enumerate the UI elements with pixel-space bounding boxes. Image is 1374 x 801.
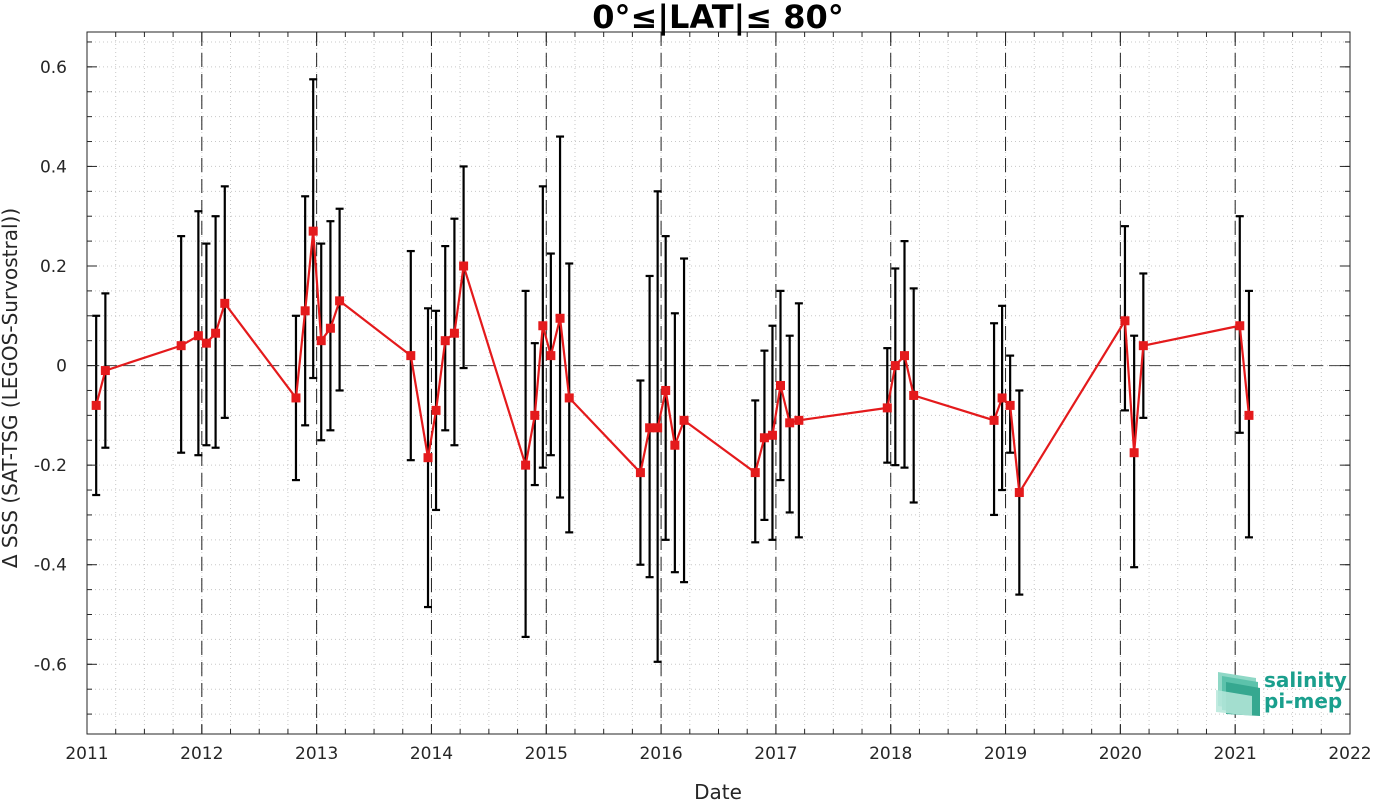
data-point-marker bbox=[291, 393, 301, 403]
x-tick-label: 2014 bbox=[410, 744, 453, 764]
x-tick-label: 2022 bbox=[1328, 744, 1371, 764]
data-point-marker bbox=[91, 400, 101, 410]
data-point-marker bbox=[909, 390, 919, 400]
data-point-marker bbox=[100, 366, 110, 376]
error-bars bbox=[92, 78, 1253, 663]
y-tick-labels: -0.6 -0.4 -0.2 0 0.2 0.4 0.6 bbox=[34, 58, 67, 675]
salinity-pi-mep-logo: salinity pi-mep bbox=[1216, 668, 1347, 716]
y-tick-label: 0 bbox=[56, 357, 67, 377]
logo-line2: pi-mep bbox=[1264, 689, 1342, 713]
logo-line1: salinity bbox=[1264, 668, 1347, 692]
chart-title: 0°≤|LAT|≤ 80° bbox=[592, 0, 843, 37]
x-tick-label: 2017 bbox=[754, 744, 797, 764]
data-point-marker bbox=[1005, 400, 1015, 410]
data-point-marker bbox=[645, 423, 655, 433]
y-tick-label: 0.6 bbox=[40, 58, 67, 78]
x-tick-label: 2015 bbox=[525, 744, 568, 764]
series-line bbox=[95, 231, 1251, 496]
x-tick-label: 2012 bbox=[180, 744, 223, 764]
data-point-marker bbox=[1235, 321, 1245, 331]
data-point-marker bbox=[300, 306, 310, 316]
data-point-marker bbox=[679, 415, 689, 425]
data-point-marker bbox=[459, 261, 469, 271]
data-point-marker bbox=[635, 468, 645, 478]
y-tick-label: 0.4 bbox=[40, 157, 67, 177]
data-point-marker bbox=[1138, 341, 1148, 351]
data-point-marker bbox=[997, 393, 1007, 403]
data-point-marker bbox=[750, 468, 760, 478]
x-axis-label: Date bbox=[694, 780, 742, 801]
data-point-marker bbox=[767, 430, 777, 440]
data-point-marker bbox=[193, 331, 203, 341]
data-point-marker bbox=[900, 351, 910, 361]
data-point-marker bbox=[530, 410, 540, 420]
x-tick-label: 2019 bbox=[984, 744, 1027, 764]
data-point-marker bbox=[1120, 316, 1130, 326]
x-tick-label: 2018 bbox=[869, 744, 912, 764]
data-point-marker bbox=[325, 323, 335, 333]
data-point-marker bbox=[538, 321, 548, 331]
data-point-marker bbox=[882, 403, 892, 413]
series-markers bbox=[91, 226, 1254, 498]
data-point-marker bbox=[220, 298, 230, 308]
data-point-marker bbox=[335, 296, 345, 306]
data-point-marker bbox=[670, 440, 680, 450]
data-point-marker bbox=[653, 423, 663, 433]
data-point-marker bbox=[308, 226, 318, 236]
logo-waves-icon bbox=[1216, 672, 1260, 716]
axis-ticks bbox=[86, 32, 1351, 734]
data-point-marker bbox=[316, 336, 326, 346]
x-tick-label: 2020 bbox=[1099, 744, 1142, 764]
x-tick-label: 2013 bbox=[295, 744, 338, 764]
data-point-marker bbox=[1244, 410, 1254, 420]
data-point-marker bbox=[440, 336, 450, 346]
x-tick-label: 2021 bbox=[1214, 744, 1257, 764]
data-point-marker bbox=[406, 351, 416, 361]
data-point-marker bbox=[564, 393, 574, 403]
data-point-marker bbox=[211, 328, 221, 338]
x-tick-label: 2011 bbox=[65, 744, 108, 764]
y-tick-label: -0.6 bbox=[34, 655, 67, 675]
data-point-marker bbox=[785, 418, 795, 428]
y-tick-label: 0.2 bbox=[40, 257, 67, 277]
data-point-marker bbox=[201, 338, 211, 348]
y-tick-label: -0.4 bbox=[34, 556, 67, 576]
data-point-marker bbox=[661, 385, 671, 395]
data-point-marker bbox=[794, 415, 804, 425]
data-point-marker bbox=[423, 453, 433, 463]
data-point-marker bbox=[431, 405, 441, 415]
data-point-marker bbox=[1014, 488, 1024, 498]
data-point-marker bbox=[989, 415, 999, 425]
y-axis-label: Δ SSS (SAT-TSG (LEGOS-Survostral)) bbox=[0, 208, 22, 568]
y-tick-label: -0.2 bbox=[34, 456, 67, 476]
data-point-marker bbox=[555, 313, 565, 323]
year-separators bbox=[201, 32, 1236, 734]
data-point-marker bbox=[176, 341, 186, 351]
data-point-marker bbox=[759, 433, 769, 443]
data-point-marker bbox=[1129, 448, 1139, 458]
x-tick-label: 2016 bbox=[639, 744, 682, 764]
data-point-marker bbox=[449, 328, 459, 338]
x-tick-labels: 2011 2012 2013 2014 2015 2016 2017 2018 2019 2020… bbox=[65, 744, 1371, 764]
data-point-marker bbox=[546, 351, 556, 361]
data-point-marker bbox=[521, 460, 531, 470]
data-point-marker bbox=[776, 380, 786, 390]
data-point-marker bbox=[890, 361, 900, 371]
grid bbox=[86, 32, 1351, 734]
